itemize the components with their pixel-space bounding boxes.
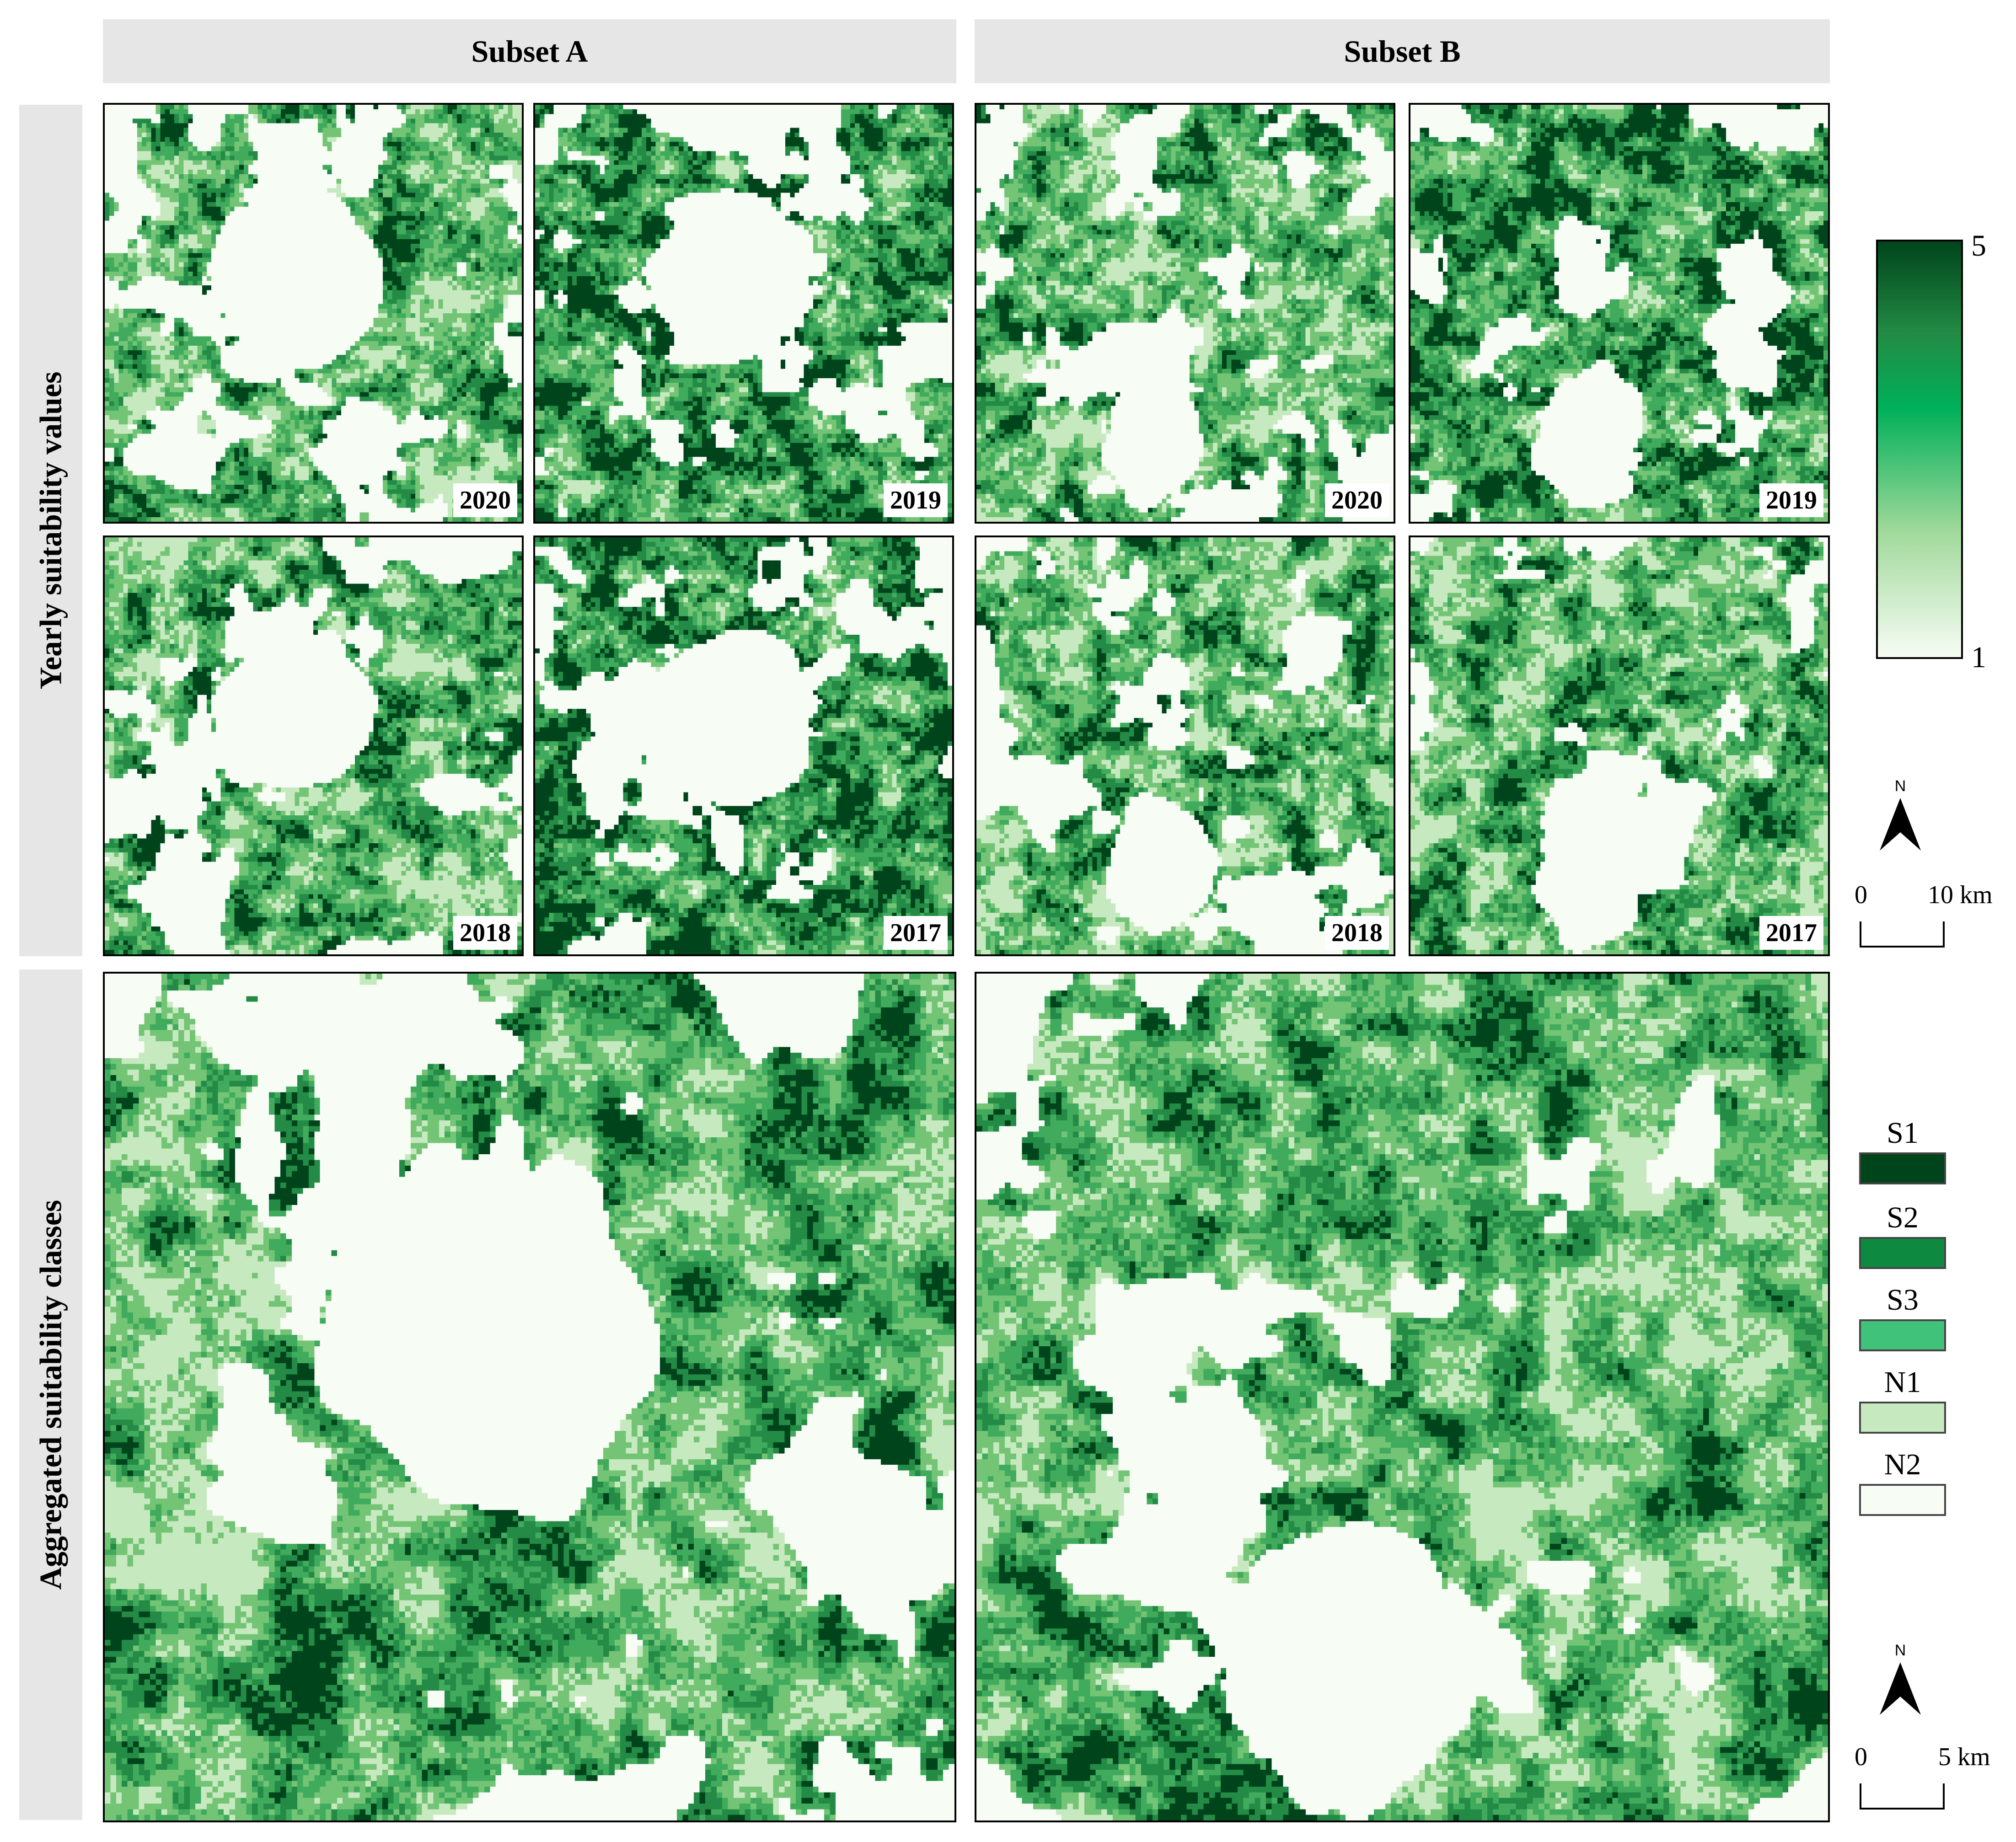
yearly-row-title: Yearly suitability values: [33, 371, 69, 689]
map-subset-a-2017: 2017: [533, 535, 954, 956]
aggregated-row-title: Aggregated suitability classes: [33, 1200, 69, 1590]
year-label: 2017: [884, 916, 948, 950]
legend-swatch-n2: [1859, 1484, 1946, 1516]
yearly-row-header: Yearly suitability values: [19, 105, 82, 956]
map-subset-a-aggregated: [103, 972, 956, 1822]
north-arrow-icon: N: [1875, 1637, 1925, 1733]
subset-b-title: Subset B: [1344, 33, 1460, 70]
map-subset-a-2018: 2018: [103, 535, 524, 956]
map-subset-b-2017: 2017: [1409, 535, 1830, 956]
scale-bar-start: 0: [1855, 880, 1867, 910]
raster-texture: [1410, 537, 1828, 954]
suitability-colorbar: [1876, 240, 1963, 659]
raster-texture: [105, 105, 522, 522]
year-label: 2019: [1759, 483, 1823, 517]
map-subset-b-aggregated: [975, 972, 1830, 1822]
map-subset-b-2019: 2019: [1409, 103, 1830, 524]
scale-bar-end: 10 km: [1928, 880, 1993, 910]
north-arrow-icon: N: [1875, 773, 1925, 869]
legend-swatch-s2: [1859, 1237, 1946, 1269]
scale-bar-bottom: 0 5 km: [1855, 1742, 2001, 1822]
raster-texture: [535, 105, 952, 522]
year-label: 2019: [884, 483, 948, 517]
map-subset-b-2020: 2020: [975, 103, 1395, 524]
raster-texture: [535, 537, 952, 954]
subset-a-header: Subset A: [103, 19, 956, 83]
raster-texture: [976, 537, 1394, 954]
legend-swatch-s3: [1859, 1319, 1946, 1351]
colorbar-max-label: 5: [1971, 229, 1986, 263]
year-label: 2017: [1759, 916, 1823, 950]
subset-b-header: Subset B: [975, 19, 1830, 83]
north-label: N: [1895, 1642, 1906, 1659]
legend-swatch-s1: [1859, 1152, 1946, 1184]
scale-bar-start: 0: [1855, 1742, 1867, 1772]
year-label: 2018: [1325, 916, 1389, 950]
year-label: 2018: [453, 916, 517, 950]
scale-bar-end: 5 km: [1938, 1742, 1990, 1772]
map-subset-b-2018: 2018: [975, 535, 1395, 956]
subset-a-title: Subset A: [471, 33, 588, 70]
map-subset-a-2019: 2019: [533, 103, 954, 524]
scale-bar-top: 0 10 km: [1855, 880, 2001, 960]
raster-texture: [976, 974, 1828, 1821]
year-label: 2020: [1325, 483, 1389, 517]
colorbar-min-label: 1: [1971, 640, 1986, 675]
raster-texture: [976, 105, 1394, 522]
raster-texture: [105, 974, 954, 1821]
aggregated-row-header: Aggregated suitability classes: [19, 969, 82, 1820]
map-subset-a-2020: 2020: [103, 103, 524, 524]
raster-texture: [105, 537, 522, 954]
north-label: N: [1895, 777, 1906, 795]
legend-swatch-n1: [1859, 1402, 1946, 1434]
year-label: 2020: [453, 483, 517, 517]
raster-texture: [1410, 105, 1828, 522]
